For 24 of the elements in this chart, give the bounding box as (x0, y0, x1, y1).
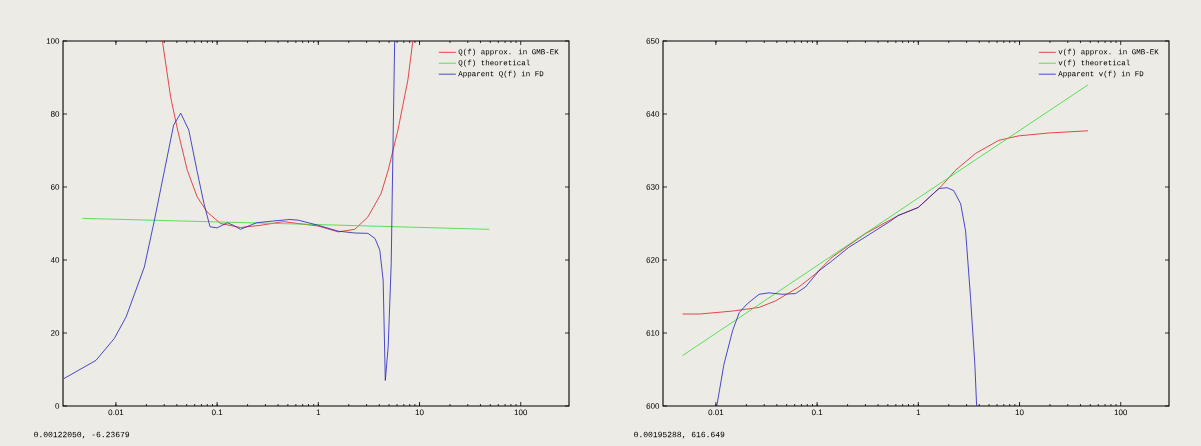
y-tick-label: 80 (50, 111, 60, 117)
text: 0.00195288, 616.649 (634, 431, 725, 439)
x-tick-label: 10 (415, 409, 424, 416)
text: 0.00122050, -6.23679 (34, 431, 130, 439)
y-tick-label: 650 (646, 38, 660, 44)
x-tick-label: 1 (916, 409, 921, 416)
x-tick-label: 10 (1015, 409, 1024, 416)
y-tick-label: 100 (46, 38, 60, 44)
x-tick-label: 0.01 (108, 409, 124, 416)
x-tick-label: 0.1 (211, 409, 223, 416)
y-tick-label: 600 (646, 403, 660, 409)
y-tick-label: 620 (646, 257, 660, 263)
y-tick-label: 630 (646, 184, 660, 190)
x-tick-label: 1 (316, 409, 321, 416)
y-tick-label: 0 (55, 403, 60, 409)
x-tick-label: 100 (1114, 409, 1128, 416)
y-tick-label: 640 (646, 111, 660, 117)
y-tick-label: 20 (50, 330, 60, 336)
x-tick-label: 0.01 (708, 409, 724, 416)
y-tick-label: 60 (50, 184, 60, 190)
y-tick-label: 610 (646, 330, 660, 336)
x-tick-label: 0.1 (811, 409, 823, 416)
y-tick-label: 40 (50, 257, 60, 263)
x-tick-label: 100 (514, 409, 528, 416)
